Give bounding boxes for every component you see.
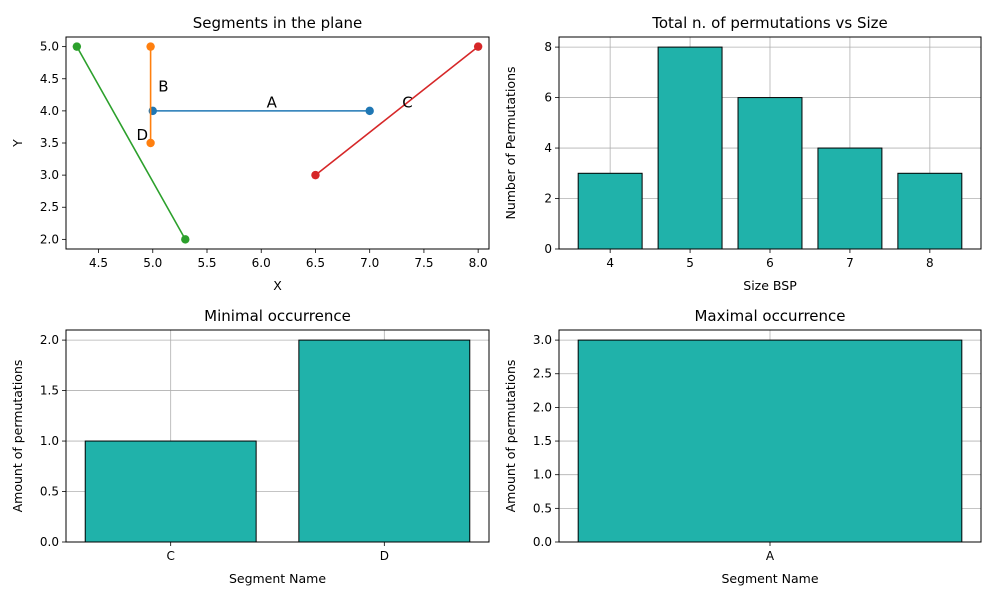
chart-panel-3: Maximal occurrence Segment Name Amount of … <box>503 307 982 586</box>
segment-label-C: C <box>402 94 412 112</box>
chart-title-3: Maximal occurrence <box>694 307 845 325</box>
axes-frame-3 <box>558 329 982 543</box>
axes-frame-1 <box>558 36 982 250</box>
y-tick-label: 5.0 <box>40 40 59 54</box>
chart-panel-1: Total n. of permutations vs Size Size BSP… <box>503 14 982 293</box>
y-tick-label: 1.0 <box>533 468 552 482</box>
x-tick-label: A <box>766 549 775 563</box>
segment-endpoint-A <box>365 106 374 116</box>
y-tick-label: 2.0 <box>40 232 59 246</box>
bar-6 <box>737 97 803 250</box>
segment-endpoint-D <box>72 42 82 51</box>
bar-C <box>84 440 257 543</box>
segment-endpoint-B <box>146 42 155 51</box>
y-tick-label: 0.0 <box>40 535 59 549</box>
y-tick-label: 0.5 <box>533 501 552 515</box>
bar-8 <box>897 172 963 250</box>
y-axis-label-2: Amount of permutations <box>10 360 25 513</box>
chart-panel-0: Segments in the plane X Y 4.5 5.0 5.5 6.0 6.5 7.… <box>10 14 490 293</box>
x-tick-label: 7 <box>846 256 854 270</box>
y-tick-label: 4.0 <box>40 104 59 118</box>
y-tick-label: 2.5 <box>533 367 552 381</box>
bar-A <box>577 339 963 543</box>
y-tick-label: 2.0 <box>533 400 552 414</box>
x-axis-label-0: X <box>273 278 282 293</box>
x-tick-label: 8.0 <box>469 256 488 270</box>
segment-line-D <box>76 46 187 240</box>
y-tick-label: 4 <box>544 141 552 155</box>
chart-title-1: Total n. of permutations vs Size <box>651 14 887 32</box>
x-tick-label: 6.0 <box>252 256 271 270</box>
segment-label-B: B <box>158 78 168 96</box>
y-tick-label: 8 <box>544 40 552 54</box>
y-tick-label: 2.0 <box>40 333 59 347</box>
chart-title-2: Minimal occurrence <box>204 307 351 325</box>
x-tick-label: 5.0 <box>143 256 162 270</box>
y-tick-label: 0 <box>544 242 552 256</box>
y-tick-label: 1.5 <box>533 434 552 448</box>
x-tick-label: 6 <box>766 256 774 270</box>
segment-line-C <box>314 46 479 176</box>
y-tick-label: 1.5 <box>40 384 59 398</box>
y-axis-label-1: Number of Permutations <box>503 66 518 219</box>
x-tick-label: 4.5 <box>89 256 108 270</box>
segment-label-A: A <box>267 94 278 112</box>
segment-endpoint-B <box>146 138 155 148</box>
x-tick-label: 5.5 <box>197 256 216 270</box>
y-tick-label: 4.5 <box>40 72 59 86</box>
bar-5 <box>657 46 723 250</box>
x-axis-label-3: Segment Name <box>721 571 818 586</box>
y-tick-label: 3.0 <box>533 333 552 347</box>
x-tick-label: 6.5 <box>306 256 325 270</box>
chart-title-0: Segments in the plane <box>193 14 363 32</box>
bar-7 <box>817 147 883 250</box>
chart-panel-2: Minimal occurrence Segment Name Amount of … <box>10 307 490 586</box>
bar-4 <box>577 172 643 250</box>
x-axis-label-1: Size BSP <box>743 278 797 293</box>
x-tick-label: 7.0 <box>360 256 379 270</box>
x-tick-label: 4 <box>606 256 614 270</box>
y-tick-label: 3.0 <box>40 168 59 182</box>
x-tick-label: 7.5 <box>414 256 433 270</box>
bar-D <box>298 339 471 543</box>
y-tick-label: 1.0 <box>40 434 59 448</box>
y-tick-label: 0.0 <box>533 535 552 549</box>
axes-frame-2 <box>65 329 490 543</box>
y-tick-label: 2.5 <box>40 200 59 214</box>
x-tick-label: 8 <box>926 256 934 270</box>
y-tick-label: 3.5 <box>40 136 59 150</box>
segment-endpoint-C <box>473 42 483 51</box>
x-axis-label-2: Segment Name <box>229 571 326 586</box>
segment-label-D: D <box>137 126 149 144</box>
x-tick-label: D <box>380 549 389 563</box>
y-tick-label: 0.5 <box>40 485 59 499</box>
y-tick-label: 6 <box>544 91 552 105</box>
x-tick-label: C <box>166 549 174 563</box>
segment-endpoint-C <box>311 170 320 180</box>
y-axis-label-0: Y <box>10 139 25 148</box>
x-tick-label: 5 <box>686 256 694 270</box>
y-axis-label-3: Amount of permutations <box>503 360 518 513</box>
segment-endpoint-D <box>181 235 190 244</box>
axes-frame-0 <box>65 36 490 250</box>
y-tick-label: 2 <box>544 192 552 206</box>
